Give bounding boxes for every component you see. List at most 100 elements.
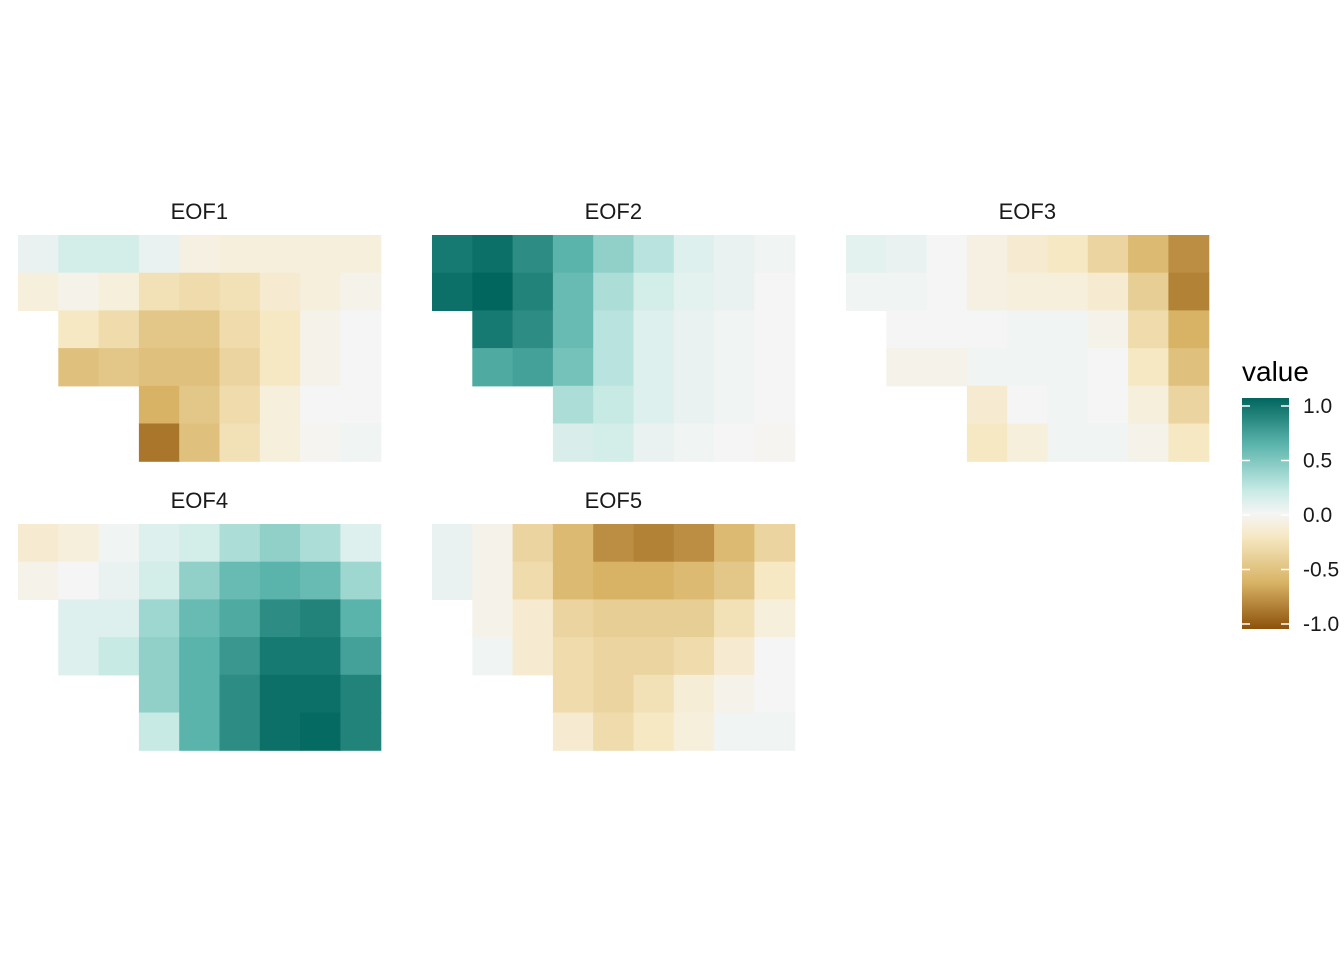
heatmap-cell — [219, 712, 261, 751]
heatmap-cell — [1047, 423, 1089, 462]
heatmap-cell — [552, 524, 594, 563]
heatmap-cell — [472, 235, 514, 274]
heatmap-cell — [512, 599, 554, 638]
heatmap-cell — [138, 637, 180, 676]
heatmap-cell — [552, 235, 594, 274]
heatmap-cell — [552, 599, 594, 638]
heatmap-cell — [98, 310, 140, 349]
heatmap-cell — [966, 423, 1008, 462]
heatmap-cell — [966, 235, 1008, 274]
heatmap-cell — [633, 348, 675, 387]
heatmap-cell — [219, 524, 261, 563]
heatmap-cell — [552, 310, 594, 349]
heatmap-cell — [18, 235, 59, 274]
heatmap-cell — [552, 348, 594, 387]
heatmap-cell — [219, 561, 261, 600]
heatmap-cell — [472, 348, 514, 387]
heatmap-cell — [714, 524, 755, 563]
legend-tick-label: 1.0 — [1303, 395, 1332, 418]
heatmap-cell — [219, 235, 261, 274]
heatmap-cell — [714, 712, 755, 751]
heatmap-cell — [593, 272, 635, 311]
heatmap-cell — [1128, 385, 1169, 425]
heatmap-cell — [472, 310, 514, 349]
heatmap-cell — [633, 712, 675, 751]
heatmap-cell — [1007, 348, 1049, 387]
heatmap-cell — [58, 637, 100, 676]
heatmap-cell — [138, 561, 180, 600]
heatmap-cell — [1087, 423, 1129, 462]
heatmap-cell — [673, 348, 715, 387]
heatmap-cell — [926, 310, 968, 349]
heatmap-cell — [18, 272, 59, 311]
heatmap-cell — [219, 348, 261, 387]
heatmap-cell — [754, 599, 796, 638]
heatmap-cell — [179, 637, 221, 676]
heatmap-cell — [472, 599, 514, 638]
heatmap-cell — [340, 674, 382, 714]
heatmap-cell — [673, 637, 715, 676]
legend-tick-label: -1.0 — [1303, 613, 1339, 636]
heatmap-cell — [340, 524, 382, 563]
heatmap-cell — [98, 348, 140, 387]
panel-title: EOF5 — [585, 488, 642, 513]
heatmap-cell — [966, 348, 1008, 387]
heatmap-cell — [966, 385, 1008, 425]
heatmap-cell — [300, 524, 341, 563]
heatmap-cell — [300, 637, 341, 676]
heatmap-cell — [340, 561, 382, 600]
legend-title: value — [1242, 356, 1309, 387]
heatmap-cell — [432, 272, 473, 311]
heatmap-cell — [259, 561, 301, 600]
heatmap-cell — [300, 385, 341, 425]
heatmap-cell — [633, 674, 675, 714]
heatmap-cell — [300, 310, 341, 349]
heatmap-cell — [1047, 348, 1089, 387]
heatmap-cell — [714, 599, 755, 638]
heatmap-cell — [633, 423, 675, 462]
heatmap-cell — [1007, 423, 1049, 462]
panel-eof5: EOF5 — [432, 488, 796, 751]
heatmap-cell — [593, 674, 635, 714]
heatmap-cell — [472, 524, 514, 563]
heatmap-cell — [179, 272, 221, 311]
heatmap-cell — [179, 524, 221, 563]
heatmap-cell — [714, 310, 755, 349]
heatmap-cell — [340, 599, 382, 638]
heatmap-cell — [673, 385, 715, 425]
heatmap-cell — [754, 310, 796, 349]
heatmap-cell — [886, 310, 928, 349]
heatmap-cell — [259, 674, 301, 714]
heatmap-cell — [58, 310, 100, 349]
heatmap-cell — [926, 235, 968, 274]
heatmap-cell — [1087, 310, 1129, 349]
heatmap-cell — [846, 235, 887, 274]
heatmap-cell — [1128, 235, 1169, 274]
heatmap-cell — [754, 637, 796, 676]
heatmap-cell — [18, 561, 59, 600]
heatmap-cell — [1007, 272, 1049, 311]
heatmap-cell — [754, 524, 796, 563]
heatmap-cell — [300, 674, 341, 714]
heatmap-cell — [58, 524, 100, 563]
heatmap-cell — [340, 423, 382, 462]
heatmap-cell — [593, 235, 635, 274]
heatmap-cell — [673, 423, 715, 462]
heatmap-cell — [593, 561, 635, 600]
heatmap-cell — [633, 272, 675, 311]
heatmap-cell — [179, 310, 221, 349]
heatmap-cell — [552, 712, 594, 751]
heatmap-cell — [512, 348, 554, 387]
heatmap-cell — [138, 712, 180, 751]
heatmap-cell — [754, 712, 796, 751]
heatmap-cell — [1168, 385, 1210, 425]
heatmap-cell — [512, 561, 554, 600]
heatmap-cell — [1047, 310, 1089, 349]
panel-title: EOF3 — [999, 199, 1056, 224]
heatmap-cell — [98, 599, 140, 638]
heatmap-cell — [98, 637, 140, 676]
heatmap-cell — [714, 348, 755, 387]
heatmap-cell — [340, 310, 382, 349]
heatmap-cell — [138, 272, 180, 311]
heatmap-cell — [1007, 385, 1049, 425]
